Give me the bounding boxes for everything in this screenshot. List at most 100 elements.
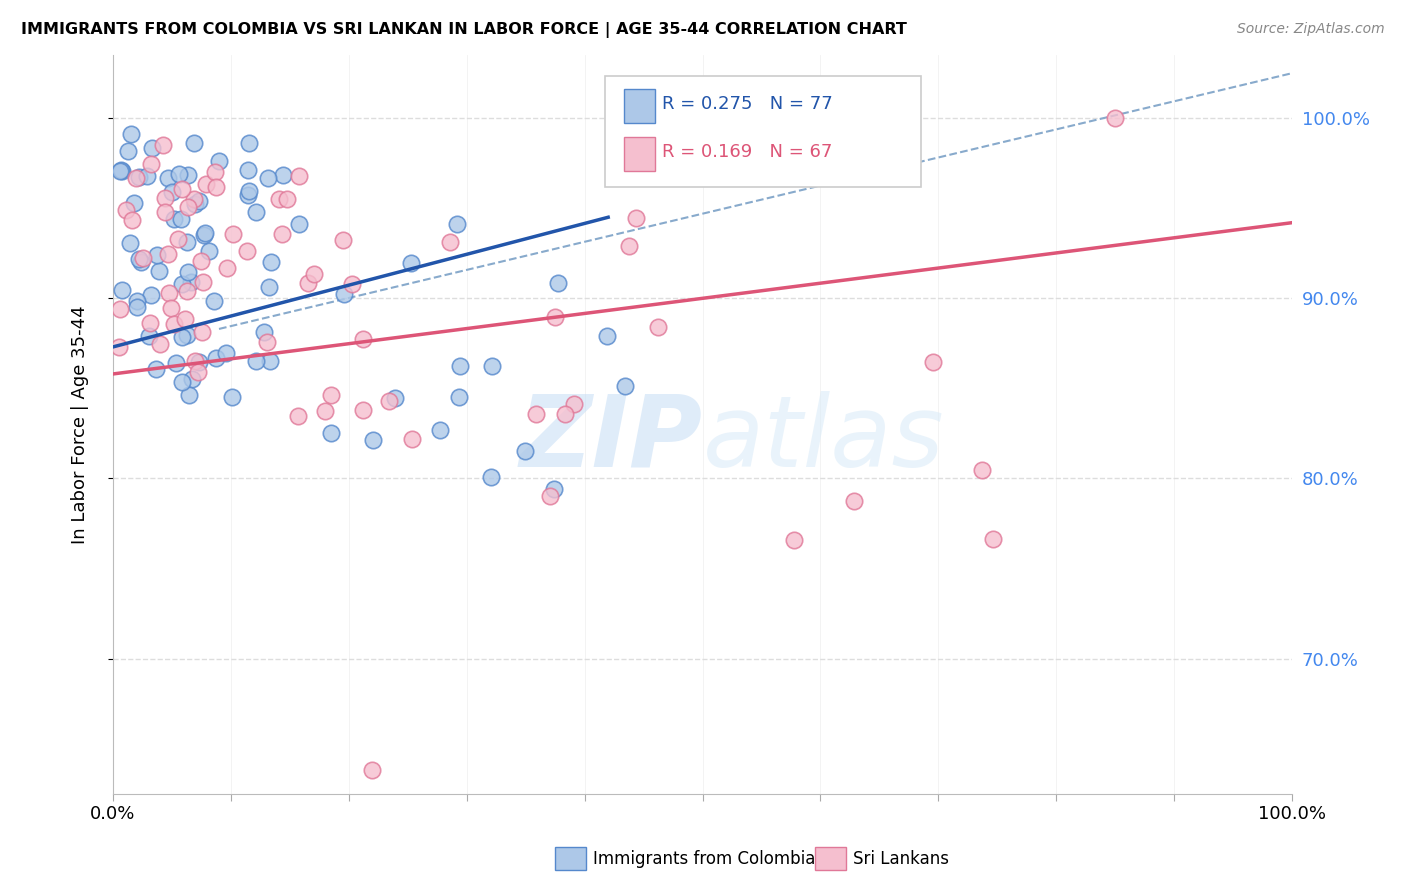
Point — [153, 204, 176, 219]
Point — [153, 191, 176, 205]
Point — [204, 165, 226, 179]
Point — [288, 217, 311, 231]
Point — [195, 177, 218, 191]
Point — [111, 283, 134, 297]
Point — [177, 265, 200, 279]
Point — [399, 256, 422, 270]
Point — [783, 533, 806, 548]
Point — [183, 353, 205, 368]
Point — [156, 170, 179, 185]
Point — [174, 312, 197, 326]
Point — [120, 127, 142, 141]
Point — [177, 200, 200, 214]
Point — [321, 425, 343, 440]
Point — [188, 194, 211, 208]
Point — [138, 329, 160, 343]
Point — [146, 248, 169, 262]
Point — [257, 171, 280, 186]
Point — [176, 284, 198, 298]
Point — [124, 196, 146, 211]
Point — [176, 328, 198, 343]
Text: atlas: atlas — [703, 391, 945, 488]
Point — [170, 376, 193, 390]
Point — [221, 227, 243, 242]
Point — [267, 192, 290, 206]
Point — [257, 280, 280, 294]
Point — [479, 470, 502, 484]
Point — [595, 328, 617, 343]
Point — [554, 407, 576, 421]
Point — [128, 252, 150, 266]
Point — [170, 212, 193, 227]
Point — [183, 192, 205, 206]
Point — [205, 351, 228, 365]
Point — [111, 164, 134, 178]
Point — [276, 192, 298, 206]
Point — [547, 276, 569, 290]
Point — [245, 205, 267, 219]
Point — [193, 228, 215, 243]
Point — [970, 463, 993, 477]
Point — [139, 316, 162, 330]
Point — [221, 390, 243, 404]
Point — [198, 244, 221, 258]
Point — [614, 378, 637, 392]
Point — [513, 443, 536, 458]
Point — [110, 163, 132, 178]
Point — [183, 136, 205, 150]
Point — [238, 136, 260, 150]
Point — [190, 325, 212, 339]
Point — [270, 227, 292, 242]
Text: R = 0.275   N = 77: R = 0.275 N = 77 — [662, 95, 832, 113]
Text: ZIP: ZIP — [520, 391, 703, 488]
Point — [302, 267, 325, 281]
Point — [922, 355, 945, 369]
Point — [340, 277, 363, 291]
Point — [361, 764, 384, 778]
Point — [176, 235, 198, 249]
Point — [148, 264, 170, 278]
Point — [184, 196, 207, 211]
Point — [108, 164, 131, 178]
Point — [271, 168, 294, 182]
Point — [170, 330, 193, 344]
Point — [259, 353, 281, 368]
Point — [108, 340, 131, 354]
Point — [108, 302, 131, 317]
Point — [288, 169, 311, 183]
Point — [160, 185, 183, 199]
Point — [191, 275, 214, 289]
Point — [287, 409, 309, 423]
Point — [139, 157, 162, 171]
Point — [177, 388, 200, 402]
Point — [141, 140, 163, 154]
Point — [115, 202, 138, 217]
Point — [160, 301, 183, 316]
Point — [181, 372, 204, 386]
Point — [562, 397, 585, 411]
Point — [170, 277, 193, 291]
Point — [245, 353, 267, 368]
Point — [626, 211, 648, 225]
Point — [217, 260, 239, 275]
Point — [127, 300, 149, 314]
Point — [156, 247, 179, 261]
Text: R = 0.169   N = 67: R = 0.169 N = 67 — [662, 143, 832, 161]
Point — [205, 179, 228, 194]
Point — [190, 253, 212, 268]
Point — [157, 285, 180, 300]
Point — [132, 251, 155, 265]
Point — [332, 233, 354, 247]
Point — [128, 169, 150, 184]
Point — [378, 393, 401, 408]
Point — [208, 153, 231, 168]
Point — [214, 346, 236, 360]
Point — [135, 169, 157, 183]
Point — [538, 489, 561, 503]
Point — [152, 137, 174, 152]
Point — [260, 255, 283, 269]
Point — [167, 167, 190, 181]
Point — [253, 326, 276, 340]
Point — [449, 359, 471, 374]
Point — [165, 356, 187, 370]
